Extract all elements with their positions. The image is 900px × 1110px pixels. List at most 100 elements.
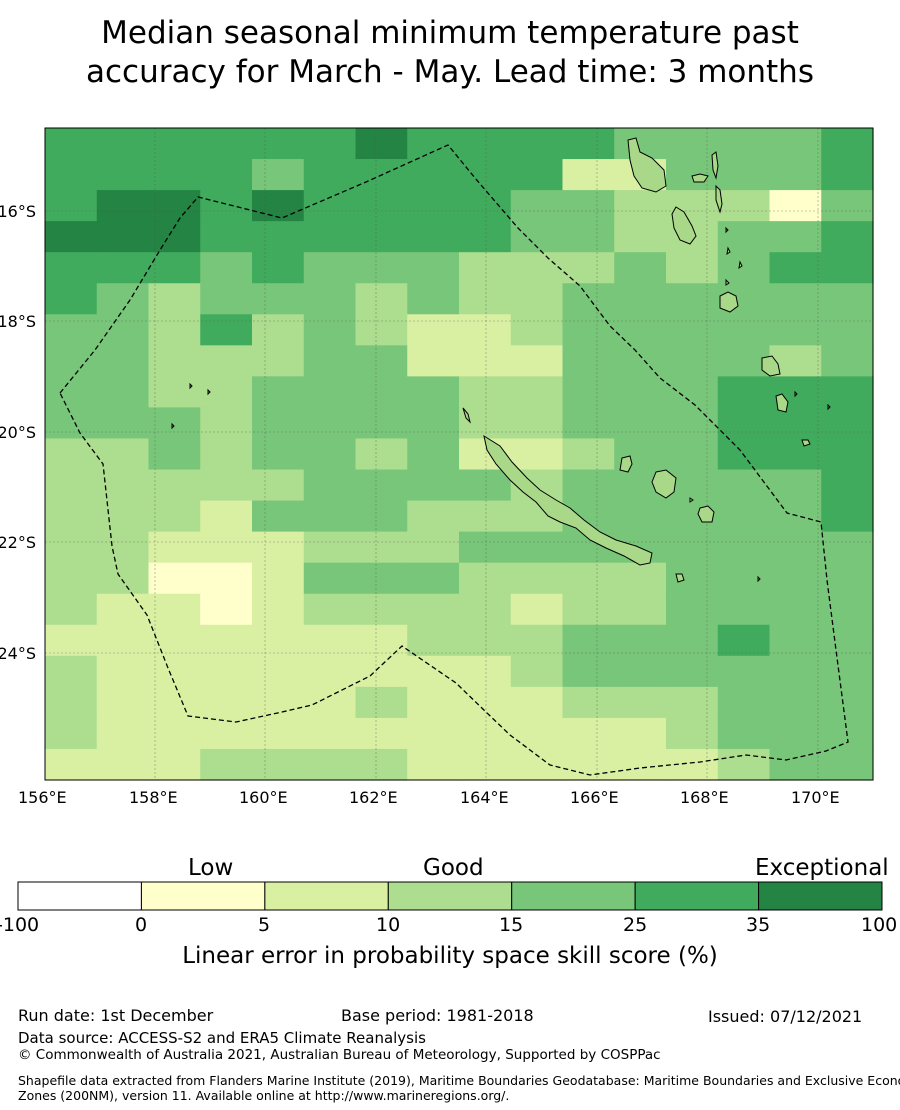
skill-cell (407, 314, 460, 346)
skill-cell (459, 655, 512, 688)
copyright-notice: © Commonwealth of Australia 2021, Austra… (18, 1047, 661, 1063)
skill-cell (355, 283, 408, 315)
chart-title: Median seasonal minimum temperature past… (0, 14, 900, 92)
skill-cell (769, 655, 822, 688)
skill-cell (510, 748, 564, 781)
skill-cell (45, 345, 98, 377)
skill-cell (252, 376, 305, 409)
skill-cell (562, 593, 615, 626)
skill-cell (821, 562, 874, 595)
skill-cell (510, 438, 564, 471)
skill-cell (407, 438, 460, 471)
pentecost-island (715, 184, 723, 214)
skill-cell (562, 376, 615, 409)
skill-cell (148, 562, 201, 595)
skill-cell (148, 314, 201, 346)
skill-cell (200, 252, 253, 284)
skill-cell (666, 717, 719, 750)
skill-cell (717, 345, 771, 377)
legend-color-swatch (17, 881, 142, 911)
isle-of-pines (675, 573, 685, 583)
skill-cell (459, 593, 512, 626)
skill-cell (303, 531, 357, 564)
legend-color-swatch (634, 881, 760, 911)
skill-cell (614, 500, 667, 533)
skill-cell (821, 190, 874, 222)
legend-tick-label: 10 (376, 914, 401, 936)
lon-tick-label: 168°E (680, 788, 729, 807)
skill-cell (614, 717, 667, 750)
skill-cell (96, 624, 150, 657)
skill-cell (562, 221, 615, 253)
skill-cell (459, 686, 512, 719)
skill-cell (510, 252, 564, 284)
legend-tick-label: 15 (499, 914, 524, 936)
skill-cell (148, 438, 201, 471)
skill-cell (510, 531, 564, 564)
skill-cell (148, 345, 201, 377)
skill-cell (562, 469, 615, 502)
skill-cell (459, 314, 512, 346)
skill-cell (459, 531, 512, 564)
skill-cell (252, 283, 305, 315)
skill-cell (252, 748, 305, 781)
skill-cell (252, 128, 305, 160)
legend-category-good: Good (423, 855, 484, 881)
skill-cell (717, 159, 771, 191)
skill-cell (45, 655, 98, 688)
skill-cell (96, 500, 150, 533)
lon-tick-label: 156°E (18, 788, 67, 807)
skill-cell (355, 128, 408, 160)
skill-cell (148, 128, 201, 160)
skill-cell (252, 717, 305, 750)
skill-cell (96, 593, 150, 626)
skill-cell (614, 376, 667, 409)
skill-cell (717, 314, 771, 346)
land-outlines (171, 137, 831, 583)
skill-cell (252, 624, 305, 657)
skill-cell (562, 438, 615, 471)
skill-cell (769, 252, 822, 284)
skill-cell (614, 593, 667, 626)
legend-colorbar (17, 881, 883, 911)
skill-cell (562, 283, 615, 315)
skill-cell (821, 624, 874, 657)
skill-cell (666, 283, 719, 315)
legend-color-swatch (387, 881, 513, 911)
skill-cell (562, 624, 615, 657)
skill-cell (769, 314, 822, 346)
skill-cell (355, 252, 408, 284)
lon-tick-label: 166°E (570, 788, 619, 807)
lat-tick-label: 24°S (0, 644, 36, 663)
skill-cell (45, 531, 98, 564)
skill-cell (303, 593, 357, 626)
legend-tick-label: 35 (746, 914, 771, 936)
small-islets (171, 226, 831, 583)
skill-cell (459, 500, 512, 533)
skill-cell (96, 159, 150, 191)
skill-cell (407, 717, 460, 750)
legend-color-swatch (264, 881, 389, 911)
skill-cell (717, 686, 771, 719)
lon-tick-label: 158°E (129, 788, 178, 807)
skill-cell (96, 345, 150, 377)
erromango-island (761, 355, 781, 377)
skill-cell (148, 407, 201, 440)
skill-cell (769, 159, 822, 191)
skill-cell (45, 128, 98, 160)
skill-cell (355, 593, 408, 626)
skill-cell (148, 190, 201, 222)
skill-cell (96, 562, 150, 595)
skill-cell (407, 128, 460, 160)
legend-tick-label: 5 (258, 914, 271, 936)
skill-cell (821, 686, 874, 719)
skill-cell (355, 221, 408, 253)
skill-cell (562, 159, 615, 191)
skill-cell (562, 252, 615, 284)
skill-cell (355, 314, 408, 346)
skill-cell (355, 624, 408, 657)
skill-cell (614, 686, 667, 719)
skill-cell (821, 500, 874, 533)
skill-cell (562, 717, 615, 750)
tanna-island (775, 393, 789, 413)
